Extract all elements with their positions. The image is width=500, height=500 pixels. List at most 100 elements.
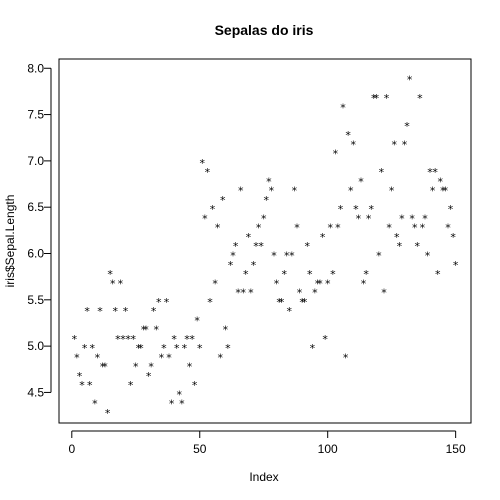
data-point: *: [448, 203, 454, 216]
data-point: *: [215, 222, 221, 235]
x-tick-label: 150: [446, 442, 466, 456]
data-point: *: [345, 129, 351, 142]
plot-frame: [58, 58, 472, 424]
data-point: *: [376, 250, 382, 263]
data-point: *: [212, 277, 218, 290]
data-point: *: [120, 333, 126, 346]
data-point: *: [450, 231, 456, 244]
data-point: *: [246, 231, 252, 244]
data-point: *: [159, 351, 165, 364]
data-point: *: [368, 203, 374, 216]
data-point: *: [100, 361, 106, 374]
data-point: *: [417, 92, 423, 105]
data-point: *: [438, 175, 444, 188]
data-point: *: [74, 351, 80, 364]
data-point: *: [415, 240, 421, 253]
data-point: *: [233, 240, 239, 253]
data-point: *: [261, 212, 267, 225]
data-point: *: [389, 185, 395, 198]
data-point: *: [430, 185, 436, 198]
data-point: *: [276, 296, 282, 309]
y-tick-label: 5.0: [27, 339, 44, 353]
data-point: *: [289, 250, 295, 263]
data-point: *: [107, 268, 113, 281]
data-point: *: [138, 342, 144, 355]
y-tick-label: 8.0: [27, 61, 44, 75]
data-point: *: [361, 277, 367, 290]
data-point: *: [174, 342, 180, 355]
data-point: *: [379, 166, 385, 179]
data-point: *: [238, 185, 244, 198]
data-point: *: [253, 240, 259, 253]
data-point: *: [328, 222, 334, 235]
data-point: *: [358, 175, 364, 188]
data-point: *: [130, 333, 136, 346]
data-point: *: [440, 185, 446, 198]
data-point: *: [141, 324, 147, 337]
data-point: *: [386, 222, 392, 235]
data-point: *: [432, 166, 438, 179]
data-point: *: [404, 120, 410, 133]
x-tick-label: 0: [68, 442, 75, 456]
data-point: *: [113, 305, 119, 318]
data-point: *: [322, 333, 328, 346]
data-point: *: [312, 287, 318, 300]
data-point: *: [230, 250, 236, 263]
data-point: *: [402, 138, 408, 151]
data-point: *: [427, 166, 433, 179]
data-point: *: [453, 259, 459, 272]
y-axis-label: iris$Sepal.Length: [3, 195, 17, 288]
data-point: *: [184, 333, 190, 346]
data-point: *: [223, 324, 229, 337]
data-point: *: [394, 231, 400, 244]
data-point: *: [220, 194, 226, 207]
data-point: *: [161, 342, 167, 355]
data-point: *: [228, 259, 234, 272]
data-point: *: [307, 268, 313, 281]
data-point: *: [335, 222, 341, 235]
data-point: *: [315, 277, 321, 290]
data-point: *: [340, 101, 346, 114]
data-point: *: [177, 388, 183, 401]
data-point: *: [294, 222, 300, 235]
data-point: *: [217, 351, 223, 364]
y-tick-label: 5.5: [27, 293, 44, 307]
data-point: *: [192, 379, 198, 392]
data-point: *: [194, 314, 200, 327]
data-point: *: [264, 194, 270, 207]
data-point: *: [391, 138, 397, 151]
data-point: *: [92, 398, 98, 411]
data-point: *: [164, 296, 170, 309]
data-point: *: [271, 250, 277, 263]
data-point: *: [281, 268, 287, 281]
data-point: *: [445, 222, 451, 235]
data-point: *: [287, 305, 293, 318]
data-point: *: [146, 370, 152, 383]
data-point: *: [348, 185, 354, 198]
data-point: *: [330, 268, 336, 281]
data-point: *: [105, 407, 111, 420]
data-point: *: [133, 361, 139, 374]
data-point: *: [153, 324, 159, 337]
x-tick-label: 100: [318, 442, 338, 456]
data-point: *: [302, 296, 308, 309]
data-point: *: [256, 222, 262, 235]
y-tick-label: 7.5: [27, 108, 44, 122]
y-tick-label: 4.5: [27, 385, 44, 399]
y-tick-label: 6.5: [27, 200, 44, 214]
data-point: *: [143, 324, 149, 337]
data-point: *: [351, 138, 357, 151]
data-point: *: [225, 342, 231, 355]
data-point: *: [82, 342, 88, 355]
data-point: *: [200, 157, 206, 170]
data-point: *: [77, 370, 83, 383]
data-point: *: [409, 212, 415, 225]
data-point: *: [79, 379, 85, 392]
data-point: *: [179, 398, 185, 411]
data-point: *: [366, 212, 372, 225]
data-point: *: [156, 296, 162, 309]
data-point: *: [235, 287, 241, 300]
data-point: *: [102, 361, 108, 374]
data-point: *: [420, 222, 426, 235]
